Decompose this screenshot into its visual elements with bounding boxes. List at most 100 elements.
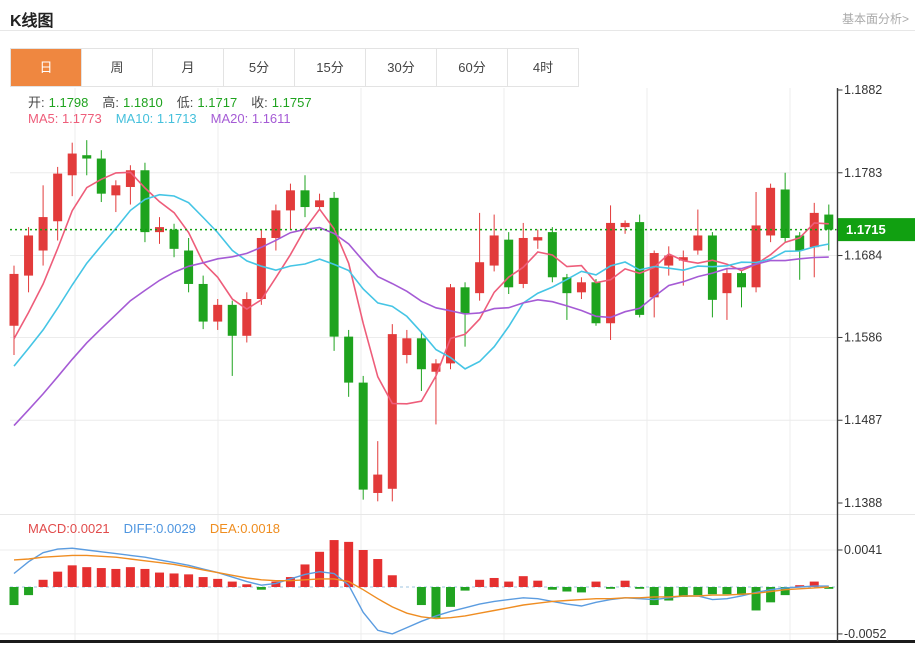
macd-histogram-bar xyxy=(285,577,295,587)
fundamental-analysis-link[interactable]: 基本面分析> xyxy=(841,12,909,26)
candle-body xyxy=(96,158,106,194)
macd-histogram-bar xyxy=(53,571,63,587)
macd-histogram-bar xyxy=(125,567,135,587)
tab-interval-5[interactable]: 30分 xyxy=(366,49,437,86)
ohlc-label-3: 收: xyxy=(251,95,268,110)
candles-layer xyxy=(9,140,834,502)
candle-body xyxy=(751,225,761,288)
price-tick-label: 1.1487 xyxy=(844,413,882,427)
candle-body xyxy=(766,187,776,236)
macd-tick-label: -0.0052 xyxy=(844,627,886,641)
macd-histogram-bar xyxy=(416,587,426,606)
candle-body xyxy=(271,210,281,238)
candle-body xyxy=(446,287,455,364)
macd-histogram-bar xyxy=(198,577,208,587)
macd-label-2: DEA:0.0018 xyxy=(209,521,281,536)
price-tick-label: 1.1684 xyxy=(844,249,882,263)
candle-body xyxy=(416,338,426,370)
macd-histogram-bar xyxy=(707,587,717,595)
candle-body xyxy=(9,273,19,326)
tab-interval-7[interactable]: 4时 xyxy=(508,49,578,86)
candle-body xyxy=(315,200,325,208)
candle-body xyxy=(722,273,732,294)
macd-histogram-bar xyxy=(111,568,121,587)
macd-histogram-bar xyxy=(227,581,237,587)
candle-body xyxy=(38,217,48,251)
price-tick-label: 1.1882 xyxy=(844,83,882,97)
candle-body xyxy=(533,237,543,241)
macd-label-1: DIFF:0.0029 xyxy=(123,521,196,536)
candle-body xyxy=(576,282,586,293)
candle-body xyxy=(780,189,790,238)
macd-histogram-bar xyxy=(169,573,179,587)
macd-histogram-bar xyxy=(751,587,761,611)
candle-body xyxy=(82,155,92,159)
macd-histogram-bar xyxy=(766,587,776,603)
macd-histogram-bar xyxy=(518,576,528,587)
macd-histogram-bar xyxy=(67,565,77,587)
candle-body xyxy=(344,336,354,383)
candle-body xyxy=(475,262,485,294)
candle-body xyxy=(504,239,514,288)
ohlc-value-0: 1.1798 xyxy=(48,95,89,110)
candle-body xyxy=(300,190,310,208)
macd-histogram-bar xyxy=(9,587,19,606)
macd-layer xyxy=(9,540,834,635)
macd-histogram-bar xyxy=(693,587,703,596)
ma20-line xyxy=(13,226,829,427)
candle-body xyxy=(402,338,412,356)
macd-histogram-bar xyxy=(387,575,397,587)
candle-body xyxy=(489,235,499,266)
interval-tabs: 日周月 5分 15分 30分 60分 4时 xyxy=(10,48,579,87)
macd-histogram-bar xyxy=(82,567,92,587)
candle-body xyxy=(285,190,295,211)
title-separator xyxy=(0,30,915,31)
bottom-border xyxy=(0,640,915,643)
tab-interval-4[interactable]: 15分 xyxy=(295,49,366,86)
macd-histogram-bar xyxy=(606,587,616,589)
candle-body xyxy=(227,304,237,336)
macd-histogram-bar xyxy=(96,568,106,587)
tab-interval-3[interactable]: 5分 xyxy=(224,49,295,86)
tab-interval-0[interactable]: 日 xyxy=(11,49,82,86)
current-price-badge xyxy=(838,218,915,242)
price-tick-label: 1.1586 xyxy=(844,330,882,344)
candle-body xyxy=(140,170,150,233)
macd-histogram-bar xyxy=(271,581,281,587)
tab-interval-2[interactable]: 月 xyxy=(153,49,224,86)
candle-body xyxy=(518,237,528,284)
candle-body xyxy=(562,277,572,294)
ohlc-label-1: 高: xyxy=(102,95,120,110)
macd-histogram-bar xyxy=(620,580,630,587)
ma-label-2: MA20: 1.1611 xyxy=(210,111,291,126)
ohlc-header: 开: 1.1798 高: 1.1810 低: 1.1717 收: 1.1757 xyxy=(28,92,326,111)
candle-body xyxy=(649,253,659,298)
macd-histogram-bar xyxy=(256,587,266,590)
macd-histogram-bar xyxy=(38,579,48,587)
macd-histogram-bar xyxy=(795,585,805,587)
candle-body xyxy=(707,235,717,300)
macd-histogram-bar xyxy=(809,581,819,587)
macd-histogram-bar xyxy=(155,572,164,587)
macd-histogram-bar xyxy=(184,574,194,587)
ma-label-1: MA10: 1.1713 xyxy=(115,111,197,126)
candle-body xyxy=(125,170,135,187)
macd-histogram-bar xyxy=(140,568,150,587)
page-title: K线图 xyxy=(10,13,54,30)
ma5-line xyxy=(13,171,829,405)
ma10-line xyxy=(13,193,829,370)
candle-body xyxy=(242,299,252,336)
macd-histogram-bar xyxy=(358,550,368,587)
macd-histogram-bar xyxy=(344,541,354,587)
macd-label-0: MACD:0.0021 xyxy=(28,521,110,536)
macd-histogram-bar xyxy=(722,587,732,595)
tab-interval-6[interactable]: 60分 xyxy=(437,49,508,86)
axis-labels: 1.1882 1.1783 1.1684 1.1586 1.1487 1.1388 0.00… xyxy=(837,83,886,641)
candle-body xyxy=(198,283,208,322)
macd-histogram-bar xyxy=(576,587,586,593)
candle-body xyxy=(591,282,601,324)
candle-body xyxy=(693,235,703,251)
candle-body xyxy=(256,237,266,300)
tab-interval-1[interactable]: 周 xyxy=(82,49,153,86)
